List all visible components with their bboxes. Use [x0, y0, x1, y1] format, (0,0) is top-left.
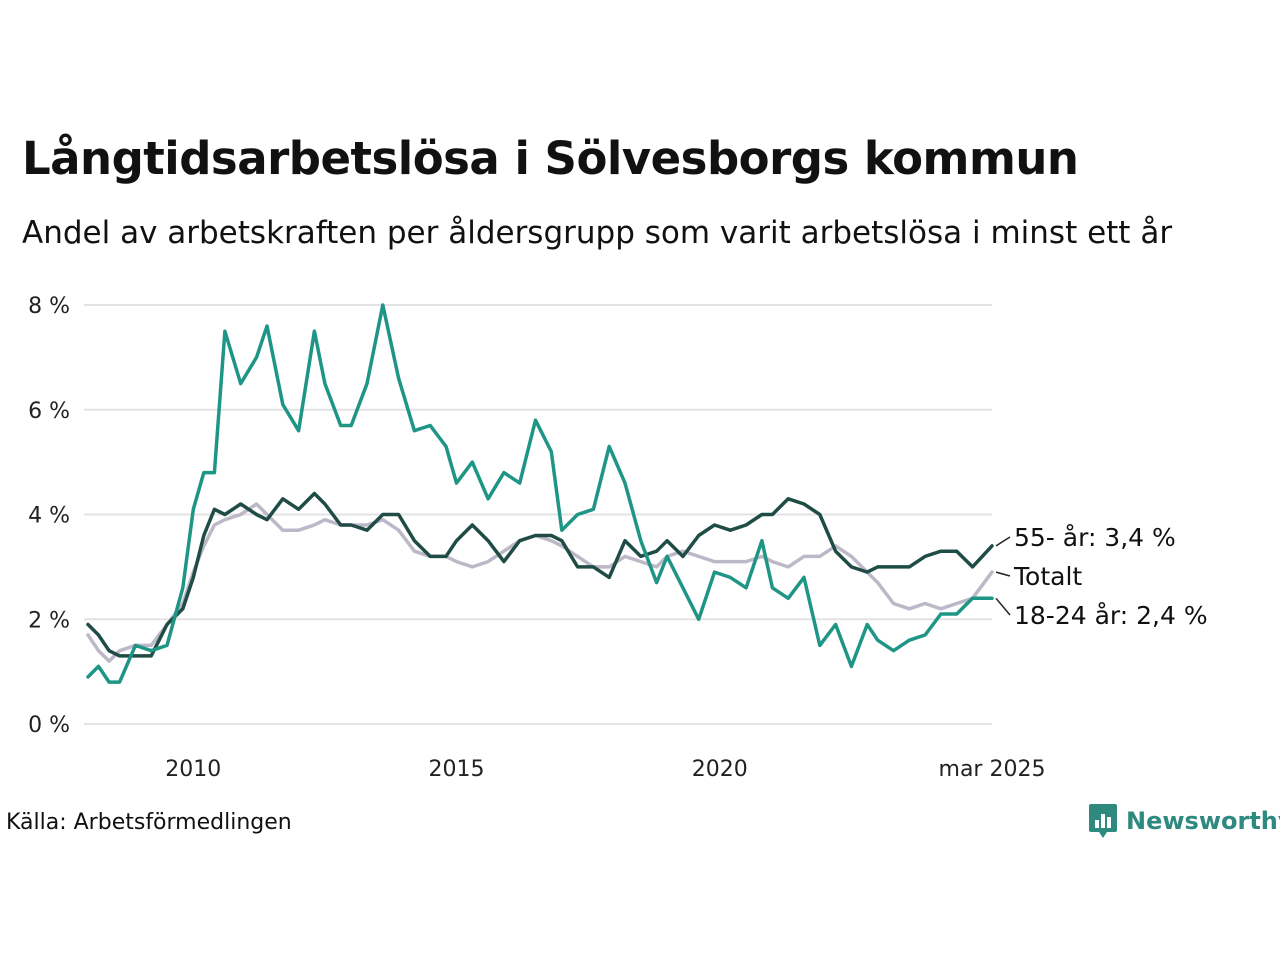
y-tick-label: 0 %	[28, 713, 70, 738]
x-tick-label: 2020	[692, 757, 748, 782]
chart-subtitle: Andel av arbetskraften per åldersgrupp s…	[22, 215, 1173, 251]
series-end-label: Totalt	[1013, 562, 1082, 591]
source-note: Källa: Arbetsförmedlingen	[6, 810, 292, 835]
y-tick-labels: 0 % 2 % 4 % 6 % 8 %	[28, 294, 70, 738]
series-line	[86, 491, 994, 658]
x-tick-labels: 2010 2015 2020 mar 2025	[165, 757, 1045, 782]
label-leader-line	[995, 597, 1011, 616]
chart-title: Långtidsarbetslösa i Sölvesborgs kommun	[22, 132, 1079, 185]
gridlines	[84, 304, 992, 725]
series-end-labels: Totalt 55- år: 3,4 % 18-24 år: 2,4 %	[995, 523, 1208, 630]
series-line	[86, 502, 994, 663]
x-tick-label: 2010	[165, 757, 221, 782]
brand-logo: Newsworthy	[1088, 803, 1280, 839]
series-end-label: 18-24 år: 2,4 %	[1014, 601, 1208, 630]
label-leader-line	[995, 536, 1011, 547]
series-lines	[86, 303, 994, 684]
brand-name: Newsworthy	[1126, 807, 1280, 835]
label-leader-line	[995, 571, 1011, 577]
y-tick-label: 2 %	[28, 608, 70, 633]
y-tick-label: 6 %	[28, 399, 70, 424]
x-tick-label: mar 2025	[939, 757, 1046, 782]
x-tick-label: 2015	[429, 757, 485, 782]
y-tick-label: 4 %	[28, 504, 70, 529]
y-tick-label: 8 %	[28, 294, 70, 319]
series-end-label: 55- år: 3,4 %	[1014, 523, 1176, 552]
newsworthy-logo-icon	[1089, 804, 1117, 838]
series-line	[86, 303, 994, 684]
